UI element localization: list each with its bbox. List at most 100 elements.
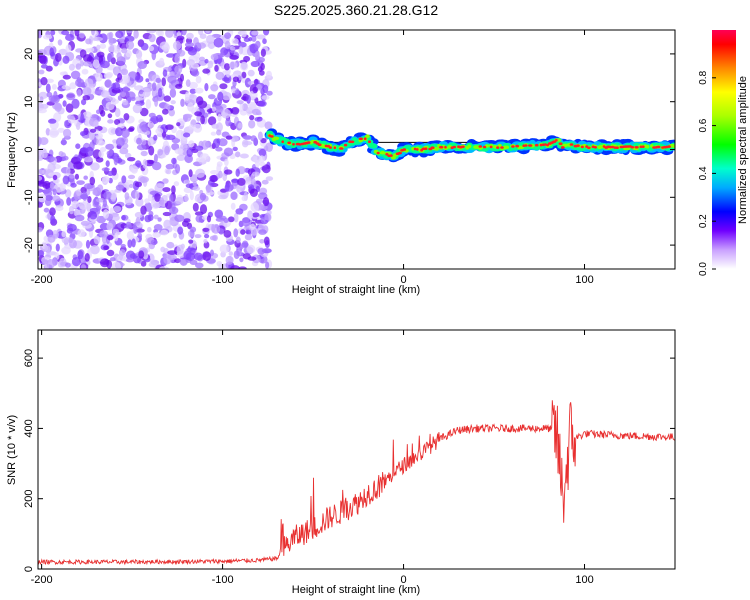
noise-blob (92, 36, 103, 42)
y-tick-label: -20 (23, 237, 35, 253)
noise-blob (238, 46, 244, 55)
noise-blob (238, 41, 247, 48)
noise-blob (176, 244, 184, 255)
noise-blob (195, 75, 202, 84)
noise-blob (59, 71, 68, 76)
noise-blob (75, 78, 85, 87)
noise-blob (181, 30, 187, 36)
noise-blob (231, 107, 240, 115)
noise-blob (68, 205, 74, 215)
noise-blob (174, 214, 185, 222)
noise-blob (265, 142, 274, 152)
noise-blob (148, 262, 159, 268)
noise-blob (195, 168, 206, 178)
noise-blob (62, 100, 67, 107)
noise-blob (247, 210, 254, 220)
noise-blob (225, 182, 230, 192)
noise-blob (169, 194, 174, 203)
ridge-blob (478, 145, 483, 148)
ridge-blob (587, 146, 591, 150)
noise-blob (247, 80, 257, 86)
ridge-blob (339, 147, 344, 150)
noise-blob (230, 265, 240, 269)
noise-blob (206, 34, 215, 45)
noise-blob (38, 181, 48, 187)
noise-blob (160, 229, 169, 236)
noise-blob (251, 30, 259, 36)
noise-blob (174, 148, 184, 155)
noise-blob (194, 145, 204, 151)
noise-blob (171, 202, 176, 213)
noise-blob (141, 139, 147, 146)
noise-blob (43, 189, 53, 197)
noise-blob (161, 77, 166, 87)
noise-blob (100, 90, 110, 98)
ridge-blob (416, 148, 419, 151)
noise-blob (62, 74, 71, 80)
noise-blob (241, 71, 247, 79)
noise-blob (224, 40, 231, 50)
ridge-blob (656, 145, 661, 149)
noise-blob (74, 30, 80, 37)
noise-blob (147, 137, 154, 147)
noise-blob (145, 99, 152, 110)
noise-blob (114, 232, 119, 242)
bottom-y-axis-label: SNR (10 * v/v) (6, 415, 18, 485)
noise-blob (68, 237, 73, 244)
noise-blob (260, 88, 265, 95)
noise-blob (125, 40, 135, 50)
noise-blob (172, 41, 182, 51)
noise-blob (152, 203, 161, 208)
noise-blob (176, 122, 181, 127)
noise-blob (82, 111, 93, 119)
noise-blob (65, 103, 74, 113)
noise-blob (70, 182, 77, 188)
noise-blob (159, 197, 165, 206)
noise-blob (224, 63, 230, 71)
noise-blob (258, 229, 267, 235)
ridge-blob (524, 144, 528, 147)
noise-blob (215, 71, 225, 80)
noise-blob (207, 116, 217, 126)
noise-blob (67, 114, 75, 120)
noise-blob (70, 70, 81, 80)
noise-blob (153, 214, 159, 220)
noise-blob (102, 199, 108, 208)
ridge-blob (482, 145, 487, 149)
noise-blob (80, 264, 87, 269)
noise-blob (254, 40, 261, 49)
noise-blob (167, 75, 177, 84)
noise-blob (254, 116, 263, 122)
noise-blob (82, 61, 92, 67)
noise-blob (237, 122, 243, 129)
noise-blob (221, 108, 231, 119)
ridge-blob (292, 143, 295, 146)
noise-blob (258, 161, 266, 167)
noise-blob (157, 148, 164, 156)
noise-blob (99, 230, 108, 238)
noise-blob (136, 144, 147, 151)
noise-blob (167, 254, 177, 260)
noise-blob (212, 106, 217, 112)
noise-blob (71, 98, 80, 109)
noise-blob (105, 96, 113, 102)
noise-blob (46, 245, 51, 256)
noise-blob (135, 217, 141, 226)
ridge-blob (552, 140, 557, 143)
noise-blob (240, 30, 247, 38)
noise-blob (61, 30, 70, 36)
noise-blob (145, 78, 150, 83)
noise-blob (75, 122, 81, 130)
noise-blob (139, 176, 149, 183)
noise-blob (49, 207, 56, 216)
noise-blob (140, 150, 148, 157)
noise-blob (106, 150, 114, 157)
noise-blob (248, 37, 253, 42)
ridge-blob (273, 136, 280, 141)
noise-blob (105, 160, 110, 168)
noise-blob (173, 181, 180, 187)
noise-blob (46, 91, 53, 98)
noise-blob (254, 159, 260, 168)
noise-blob (80, 220, 90, 226)
noise-blob (123, 113, 130, 121)
